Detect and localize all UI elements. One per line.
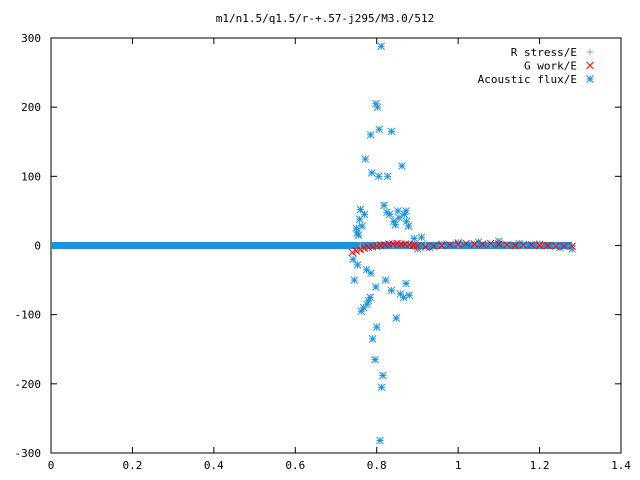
y-tick-label: 200 xyxy=(21,101,41,114)
data-point xyxy=(438,241,446,250)
chart-title: m1/n1.5/q1.5/r-+.57-j295/M3.0/512 xyxy=(216,12,435,25)
data-point xyxy=(394,207,402,215)
data-point xyxy=(470,240,479,248)
data-point xyxy=(527,240,536,249)
data-point xyxy=(378,371,387,380)
data-point xyxy=(372,283,380,291)
data-point xyxy=(398,162,406,170)
data-point xyxy=(374,172,383,181)
data-point xyxy=(367,269,375,278)
axis-tick-labels: 0 0.2 0.4 0.6 0.8 1 1.2 1.4 300 200 100 0 -100 -200 -3… xyxy=(15,32,632,472)
x-tick-label: 1 xyxy=(455,459,462,472)
data-point xyxy=(462,239,471,248)
data-point xyxy=(535,241,544,250)
series-g-work-e xyxy=(348,239,576,257)
data-point xyxy=(552,242,560,251)
data-point xyxy=(353,261,362,269)
data-point xyxy=(356,205,365,214)
y-tick-label: 100 xyxy=(21,170,41,183)
data-point xyxy=(385,210,394,219)
x-tick-label: 0.2 xyxy=(122,459,142,472)
data-point xyxy=(349,255,357,264)
data-point xyxy=(372,323,381,331)
data-point xyxy=(362,265,371,274)
data-point xyxy=(377,42,386,51)
data-point xyxy=(519,240,528,249)
y-tick-label: -100 xyxy=(15,309,42,322)
data-point xyxy=(358,222,366,230)
axis-ticks xyxy=(50,37,622,454)
data-point xyxy=(417,233,426,242)
data-point xyxy=(413,242,422,251)
data-point xyxy=(568,242,576,251)
y-tick-label: 300 xyxy=(21,32,41,45)
legend-marker xyxy=(586,48,594,56)
data-point xyxy=(511,241,519,250)
data-point xyxy=(366,130,375,139)
data-point xyxy=(396,290,405,298)
data-point xyxy=(387,127,396,136)
data-point xyxy=(367,169,376,177)
y-tick-label: 0 xyxy=(34,240,41,253)
data-point xyxy=(348,248,357,257)
data-point xyxy=(421,243,430,251)
data-point xyxy=(391,220,400,229)
data-point xyxy=(381,276,390,284)
series-baseline-band xyxy=(51,242,573,249)
legend-label: R stress/E xyxy=(511,46,577,59)
data-point xyxy=(429,242,438,251)
series-acoustic-flux-e xyxy=(51,42,576,445)
data-point xyxy=(361,155,370,163)
data-point xyxy=(375,125,384,134)
data-point xyxy=(543,241,552,250)
x-tick-label: 0.6 xyxy=(285,459,305,472)
data-point xyxy=(373,103,382,112)
data-point xyxy=(371,355,379,364)
legend-marker xyxy=(586,75,594,83)
data-point xyxy=(376,436,384,445)
legend-label: Acoustic flux/E xyxy=(478,73,577,86)
data-point xyxy=(495,240,503,248)
data-point xyxy=(487,241,495,249)
legend-label: G work/E xyxy=(524,60,577,73)
x-tick-label: 1.2 xyxy=(530,459,550,472)
data-points xyxy=(51,42,576,445)
data-point xyxy=(350,276,359,284)
data-point xyxy=(377,383,386,392)
data-point xyxy=(410,234,419,243)
data-point xyxy=(402,279,410,288)
data-point xyxy=(352,247,361,255)
x-tick-label: 0.4 xyxy=(204,459,224,472)
data-point xyxy=(356,245,365,254)
legend-marker xyxy=(586,61,594,70)
x-tick-label: 0.8 xyxy=(367,459,387,472)
data-point xyxy=(400,210,409,219)
data-point xyxy=(383,172,392,181)
data-point xyxy=(366,293,375,302)
data-point xyxy=(486,239,495,248)
x-tick-label: 0 xyxy=(48,459,55,472)
data-point xyxy=(404,222,413,230)
data-point xyxy=(368,335,377,343)
x-tick-label: 1.4 xyxy=(611,459,631,472)
y-tick-label: -200 xyxy=(15,378,42,391)
data-point xyxy=(503,240,511,249)
data-point xyxy=(380,201,388,210)
data-point xyxy=(372,99,380,108)
data-point xyxy=(357,307,366,316)
data-point xyxy=(387,286,396,295)
data-point xyxy=(446,240,454,249)
data-point xyxy=(355,215,364,224)
data-point xyxy=(392,314,401,322)
data-point xyxy=(478,240,487,248)
y-tick-label: -300 xyxy=(15,447,42,460)
data-point xyxy=(560,242,568,251)
data-point xyxy=(354,231,363,239)
data-point xyxy=(454,240,462,248)
